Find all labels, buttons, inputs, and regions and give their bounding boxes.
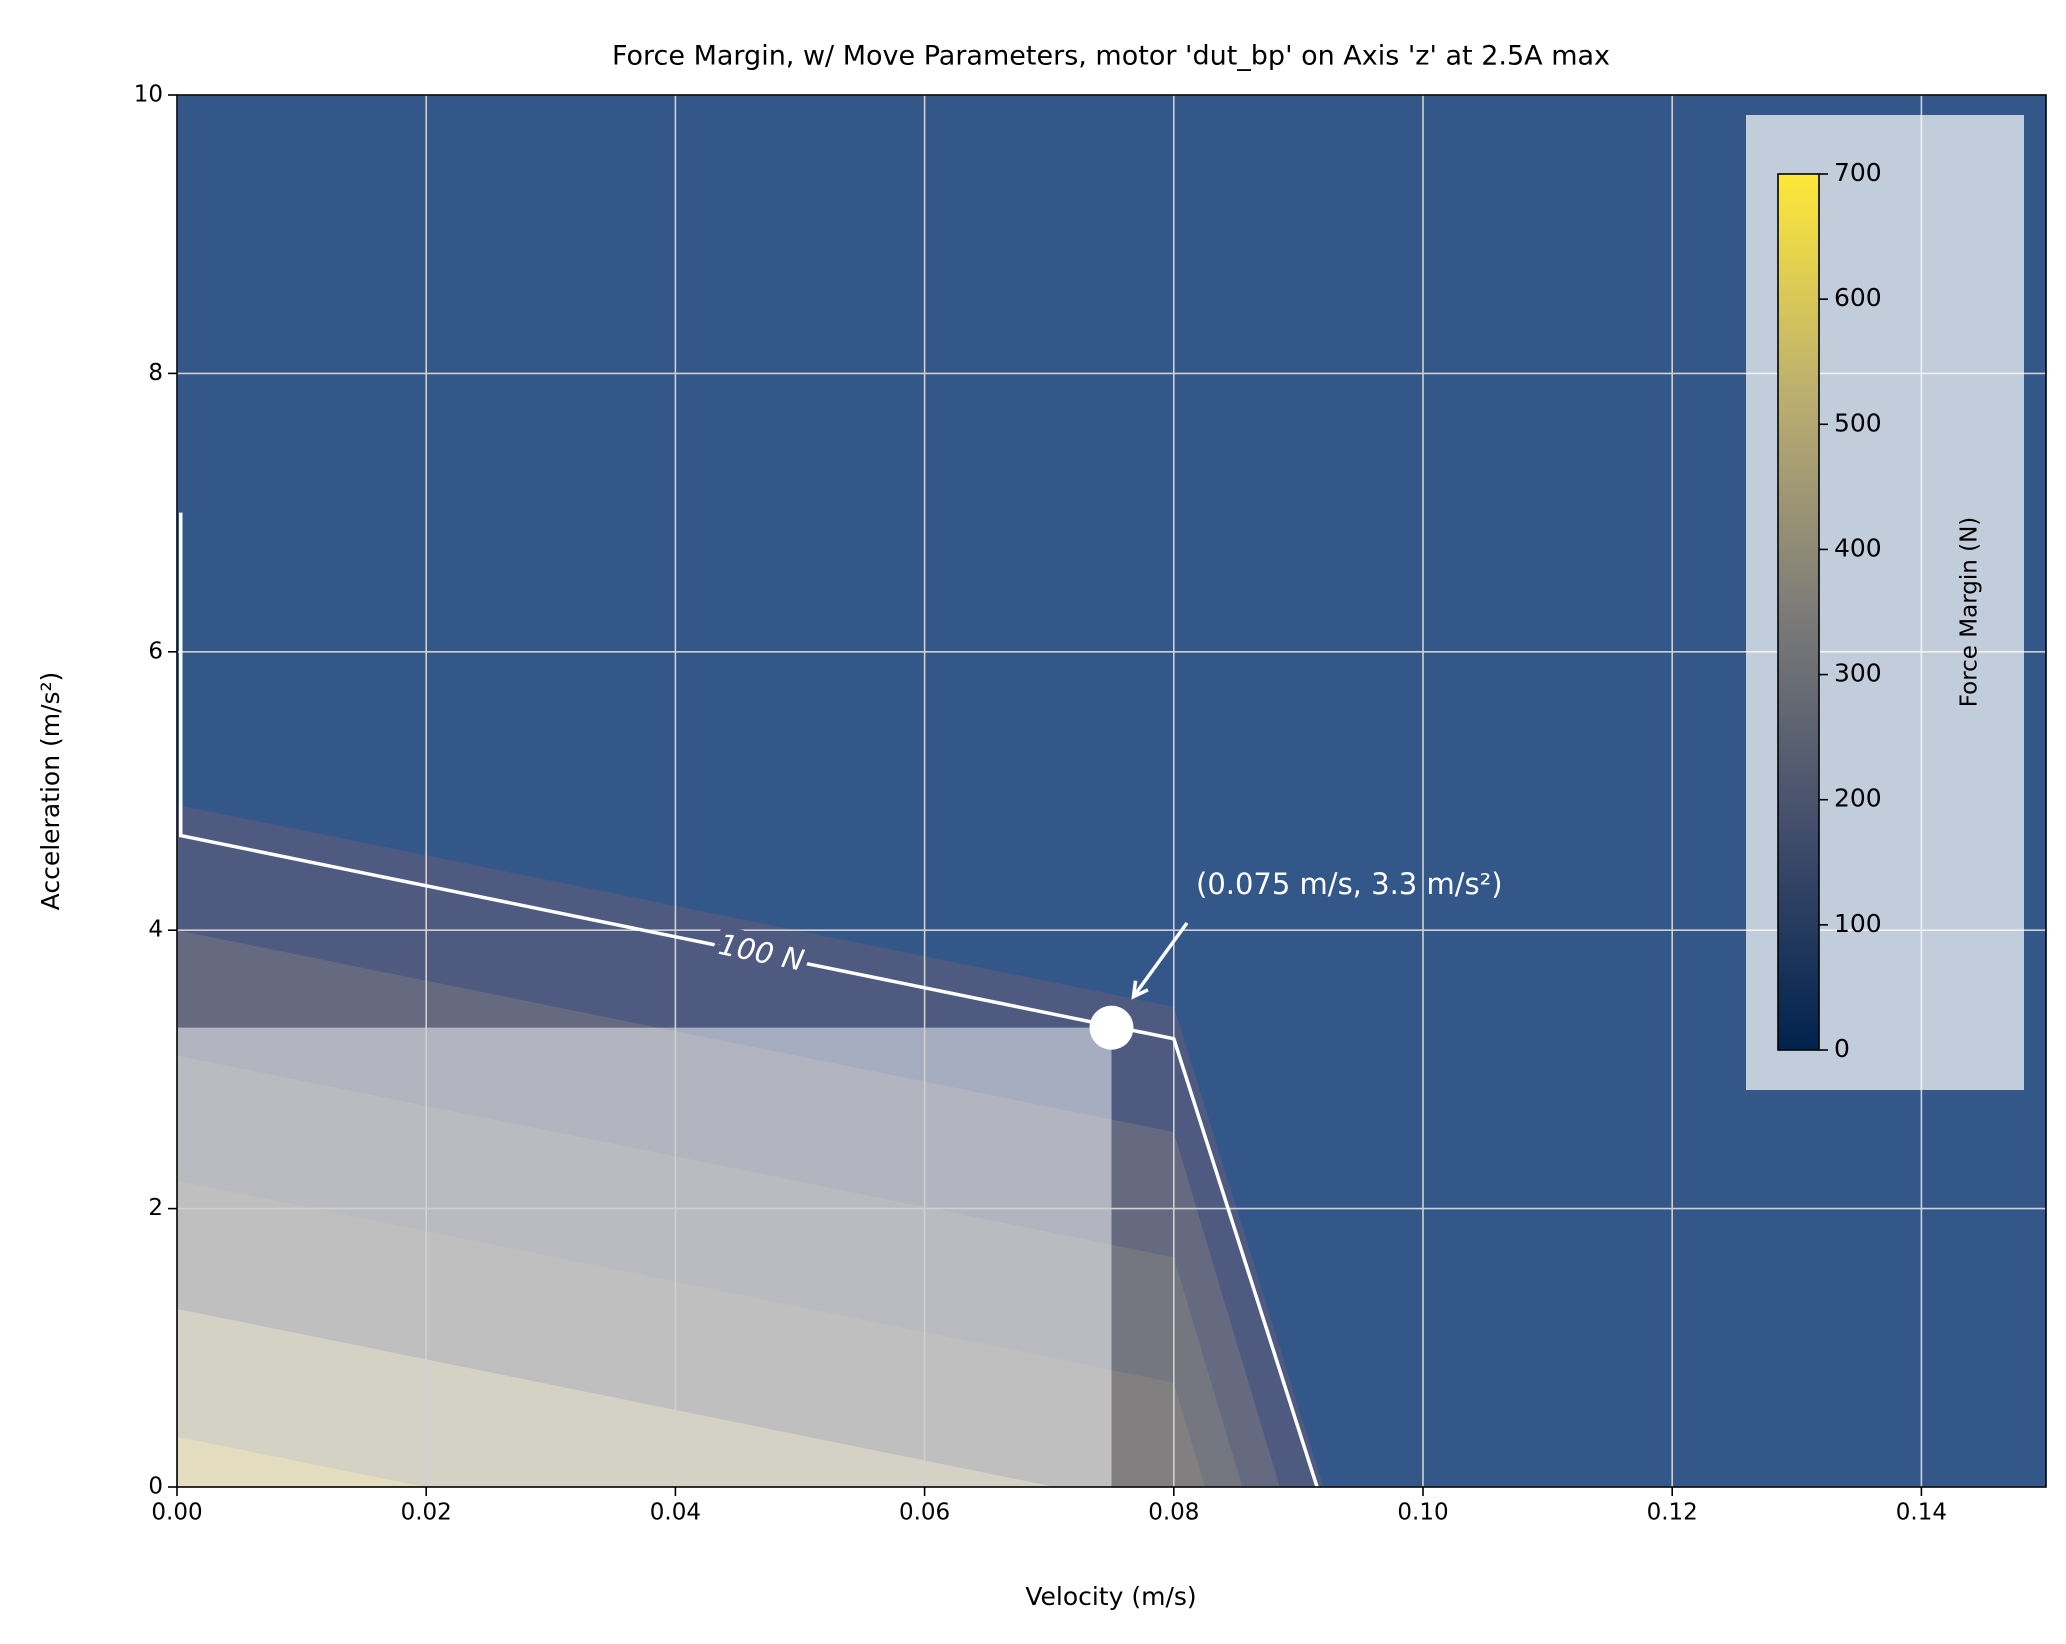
operating-point <box>1089 1005 1134 1050</box>
x-tick-label: 0.00 <box>151 1500 202 1526</box>
y-tick-label: 4 <box>148 917 163 943</box>
annotation: (0.075 m/s, 3.3 m/s²) <box>1196 867 1503 901</box>
x-tick-label: 0.04 <box>650 1500 701 1526</box>
y-tick-label: 10 <box>134 82 163 108</box>
chart-title: Force Margin, w/ Move Parameters, motor … <box>612 41 1610 72</box>
x-tick-label: 0.10 <box>1397 1500 1448 1526</box>
y-tick-label: 6 <box>148 638 163 664</box>
contour-line <box>178 512 1319 1487</box>
x-axis-label: Velocity (m/s) <box>1025 1582 1196 1611</box>
annotation-arrow <box>1132 921 1189 998</box>
y-tick-label: 8 <box>148 360 163 386</box>
y-tick-label: 0 <box>148 1474 163 1500</box>
colorbar-tick-label: 700 <box>1834 158 1882 187</box>
x-tick-label: 0.02 <box>401 1500 452 1526</box>
colorbar-tick-label: 300 <box>1834 659 1882 688</box>
colorbar-tick-label: 400 <box>1834 533 1882 562</box>
plot-area <box>177 95 2046 1487</box>
colorbar-tick-label: 0 <box>1834 1034 1850 1063</box>
colorbar-tick-label: 200 <box>1834 784 1882 813</box>
colorbar-tick-label: 100 <box>1834 909 1882 938</box>
x-tick-label: 0.06 <box>899 1500 950 1526</box>
y-axis-label: Acceleration (m/s²) <box>36 672 65 911</box>
y-tick-label: 2 <box>148 1195 163 1221</box>
colorbar <box>1777 173 1820 1051</box>
colorbar-tick-label: 600 <box>1834 283 1882 312</box>
highlight-region <box>177 1027 1112 1487</box>
x-tick-label: 0.08 <box>1148 1500 1199 1526</box>
x-tick-label: 0.14 <box>1896 1500 1947 1526</box>
annotation-arrowhead <box>1131 980 1149 1000</box>
x-tick-label: 0.12 <box>1647 1500 1698 1526</box>
axes-frame <box>176 94 2047 1488</box>
colorbar-label: Force Margin (N) <box>1957 517 1983 708</box>
colorbar-tick-label: 500 <box>1834 408 1882 437</box>
